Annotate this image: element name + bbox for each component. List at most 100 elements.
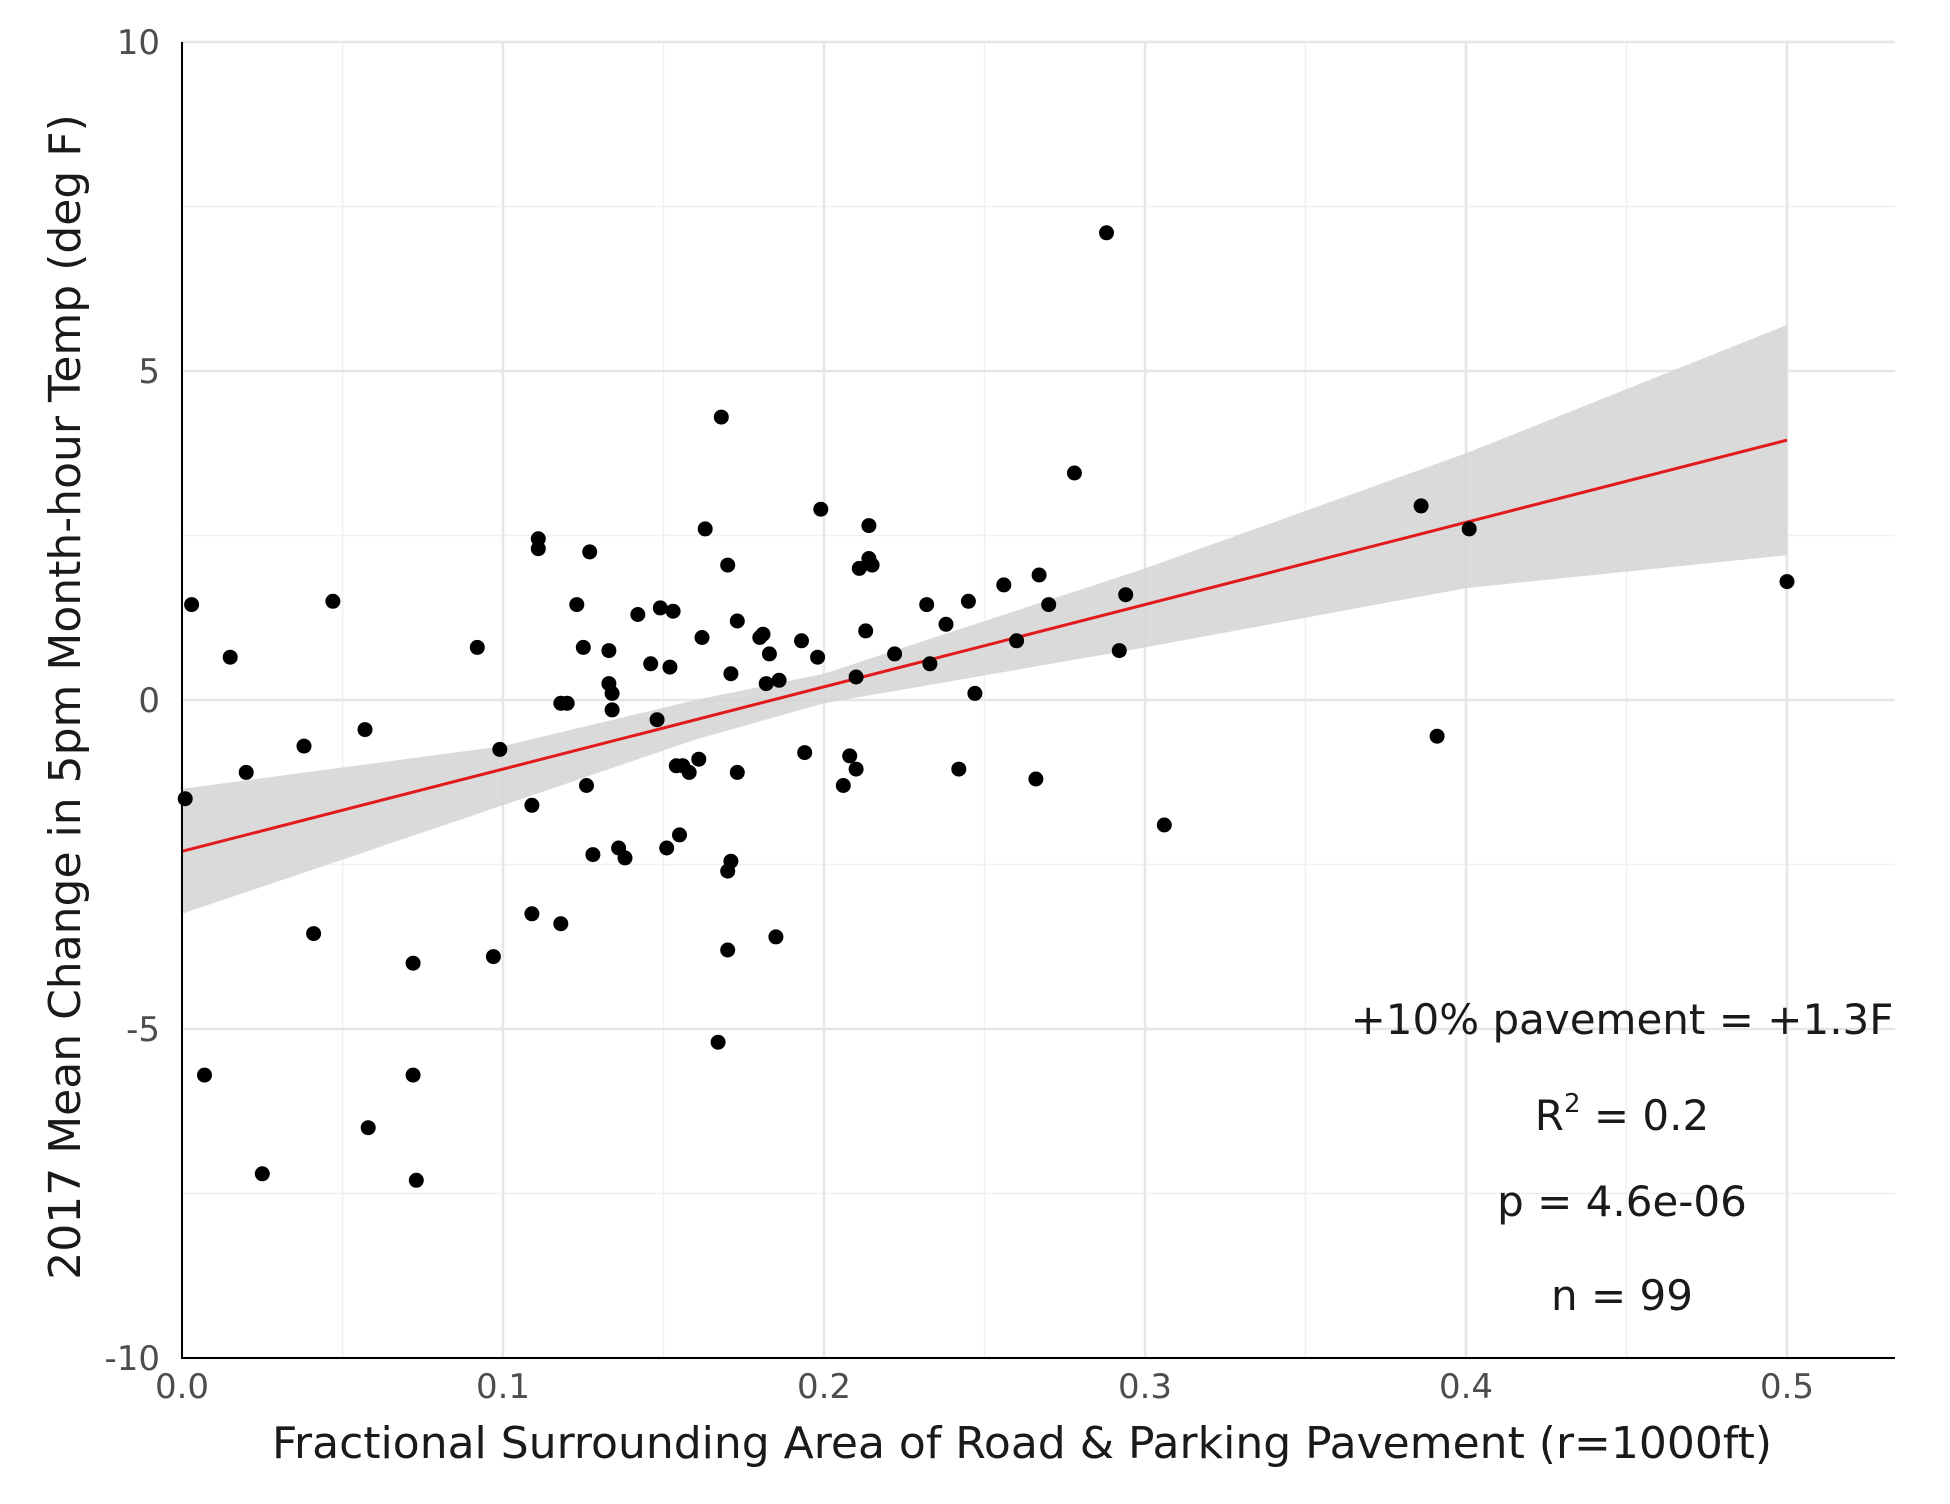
data-point xyxy=(755,626,771,642)
data-point xyxy=(1031,567,1047,583)
data-points xyxy=(177,225,1795,1188)
data-point xyxy=(659,840,675,856)
data-point xyxy=(1099,225,1114,241)
stats-annotations: +10% pavement = +1.3F R2 = 0.2 p = 4.6e-… xyxy=(1351,995,1894,1320)
data-point xyxy=(579,778,594,793)
data-point xyxy=(408,1172,424,1188)
data-point xyxy=(681,764,697,780)
data-point xyxy=(1028,771,1044,787)
data-point xyxy=(585,847,601,863)
data-point xyxy=(996,577,1012,593)
data-point xyxy=(960,593,976,609)
y-tick-labels: -10 -5 0 5 10 xyxy=(104,23,160,1379)
x-tick-label: 0.1 xyxy=(476,1367,530,1407)
data-point xyxy=(672,827,687,843)
data-point xyxy=(306,926,322,942)
data-point xyxy=(835,778,851,793)
y-tick-label: -10 xyxy=(104,1339,160,1379)
confidence-band-area xyxy=(182,324,1787,914)
x-tick-label: 0.0 xyxy=(155,1367,209,1407)
data-point xyxy=(810,649,826,665)
data-point xyxy=(575,639,591,655)
data-point xyxy=(720,942,736,958)
data-point xyxy=(842,748,858,764)
data-point xyxy=(604,702,620,718)
x-tick-label: 0.2 xyxy=(797,1367,851,1407)
data-point xyxy=(967,685,983,701)
data-point xyxy=(524,906,540,922)
data-point xyxy=(761,646,777,662)
data-point xyxy=(729,613,745,629)
data-point xyxy=(858,623,874,639)
x-tick-label: 0.3 xyxy=(1118,1367,1172,1407)
data-point xyxy=(492,741,508,757)
data-point xyxy=(1156,817,1172,833)
data-point xyxy=(530,541,546,557)
y-tick-label: 10 xyxy=(117,23,160,63)
data-point xyxy=(723,666,739,682)
data-point xyxy=(1779,574,1795,590)
data-point xyxy=(938,616,954,632)
data-point xyxy=(851,560,867,576)
data-point xyxy=(813,501,829,517)
data-point xyxy=(1413,498,1429,514)
data-point xyxy=(524,797,540,813)
data-point xyxy=(922,656,938,672)
data-point xyxy=(1041,597,1057,613)
data-point xyxy=(360,1120,376,1136)
data-point xyxy=(1429,728,1445,744)
data-point xyxy=(559,695,575,711)
x-tick-label: 0.5 xyxy=(1760,1367,1814,1407)
r-squared-superscript: 2 xyxy=(1564,1089,1581,1119)
data-point xyxy=(1009,633,1025,649)
data-point xyxy=(848,669,864,685)
data-point xyxy=(649,712,665,728)
data-point xyxy=(864,557,880,573)
data-point xyxy=(553,916,569,932)
p-value-annotation: p = 4.6e-06 xyxy=(1497,1177,1747,1226)
data-point xyxy=(357,722,373,738)
data-point xyxy=(604,685,620,701)
data-point xyxy=(1118,587,1134,603)
data-point xyxy=(720,557,736,573)
data-point xyxy=(771,672,787,688)
data-point xyxy=(713,409,729,425)
data-point xyxy=(691,751,707,767)
n-annotation: n = 99 xyxy=(1551,1271,1693,1320)
data-point xyxy=(177,791,193,807)
data-point xyxy=(848,761,864,777)
data-point xyxy=(617,850,633,866)
data-point xyxy=(643,656,659,672)
data-point xyxy=(184,597,200,613)
axes xyxy=(181,42,1895,1359)
x-tick-label: 0.4 xyxy=(1439,1367,1493,1407)
data-point xyxy=(1066,465,1082,481)
data-point xyxy=(652,600,668,616)
data-point xyxy=(665,603,681,619)
data-point xyxy=(951,761,967,777)
r-squared-symbol: R xyxy=(1535,1091,1564,1140)
data-point xyxy=(325,593,341,609)
data-point xyxy=(694,630,710,645)
y-tick-label: -5 xyxy=(126,1010,160,1050)
data-point xyxy=(238,764,254,780)
y-axis-title: 2017 Mean Change in 5pm Month-hour Temp … xyxy=(40,114,91,1280)
data-point xyxy=(222,649,238,665)
data-point xyxy=(569,597,585,613)
data-point xyxy=(296,738,312,754)
x-axis-title: Fractional Surrounding Area of Road & Pa… xyxy=(272,1418,1772,1469)
data-point xyxy=(723,853,739,869)
data-point xyxy=(794,633,809,649)
r-squared-value: = 0.2 xyxy=(1581,1091,1710,1140)
data-point xyxy=(405,955,421,971)
data-point xyxy=(861,518,877,534)
data-point xyxy=(697,521,713,537)
x-tick-labels: 0.0 0.1 0.2 0.3 0.4 0.5 xyxy=(155,1367,1814,1407)
confidence-band xyxy=(182,324,1787,914)
data-point xyxy=(601,643,617,659)
data-point xyxy=(662,659,678,675)
data-point xyxy=(729,764,745,780)
data-point xyxy=(582,544,598,560)
